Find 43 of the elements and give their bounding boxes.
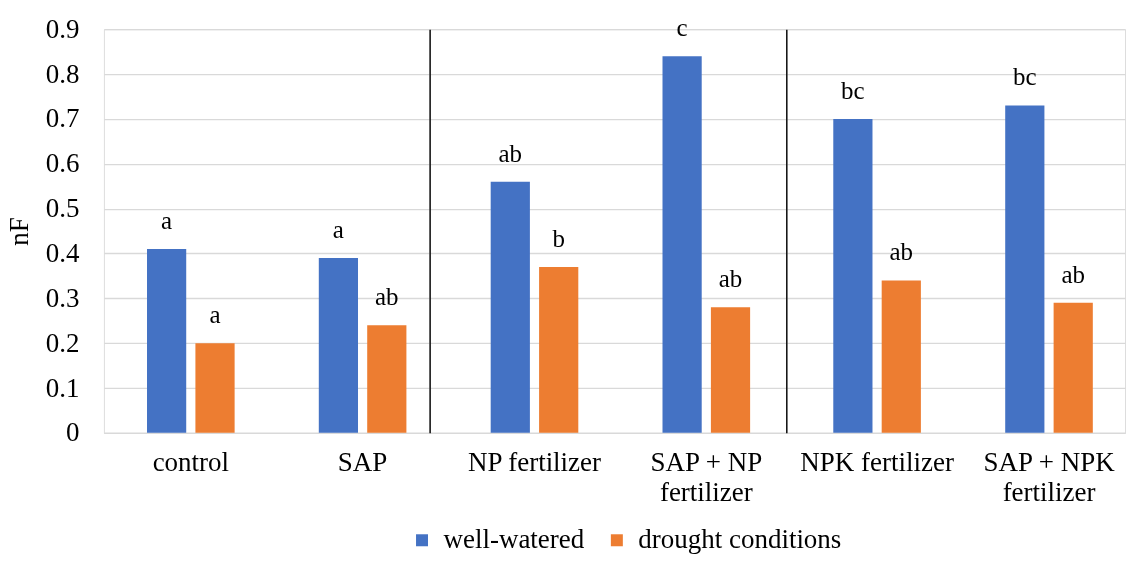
bar	[367, 325, 407, 433]
data-label: a	[161, 207, 173, 234]
x-tick-label: control	[152, 447, 230, 478]
data-label: a	[209, 301, 221, 329]
data-label: a	[332, 215, 344, 243]
y-tick-label: 0.7	[45, 103, 80, 134]
y-tick-label: 0.1	[45, 372, 80, 403]
x-tick-label: NPK fertilizer	[800, 447, 954, 478]
y-tick-label: 0.8	[45, 58, 80, 89]
data-label: ab	[375, 283, 399, 311]
y-axis-title: nF	[3, 217, 34, 246]
y-tick-label: 0.6	[45, 148, 80, 179]
data-label: ab	[889, 238, 914, 266]
x-tick-label: NP fertilizer	[467, 447, 602, 478]
y-tick-label: 0	[65, 417, 80, 448]
y-tick-label: 0.5	[45, 193, 80, 224]
y-tick-label: 0.3	[45, 282, 80, 313]
bar	[195, 343, 235, 433]
data-label: b	[552, 224, 565, 252]
x-tick-label: SAP + NP fertilizer	[650, 447, 763, 508]
bar	[710, 307, 751, 433]
bar	[833, 118, 873, 433]
y-tick-label: 0.2	[45, 327, 80, 358]
data-label: ab	[1061, 260, 1086, 288]
bar	[539, 266, 579, 433]
bar	[1053, 302, 1093, 433]
y-tick-label: 0.9	[45, 13, 80, 44]
data-label: ab	[498, 139, 523, 167]
data-label: ab	[718, 265, 743, 293]
legend-label: drought conditions	[638, 524, 842, 555]
legend-label: well-watered	[443, 524, 585, 555]
bar	[147, 248, 187, 433]
x-tick-label: SAP	[337, 447, 388, 478]
x-tick-label: SAP + NPK fertilizer	[983, 447, 1116, 508]
y-tick-label: 0.4	[45, 237, 80, 268]
bar	[318, 257, 359, 433]
bar	[662, 56, 702, 433]
bar	[1005, 105, 1045, 433]
data-label: c	[676, 14, 688, 42]
bar	[490, 181, 530, 433]
bar	[881, 280, 921, 433]
data-label: bc	[841, 76, 865, 104]
data-label: bc	[1013, 63, 1037, 91]
